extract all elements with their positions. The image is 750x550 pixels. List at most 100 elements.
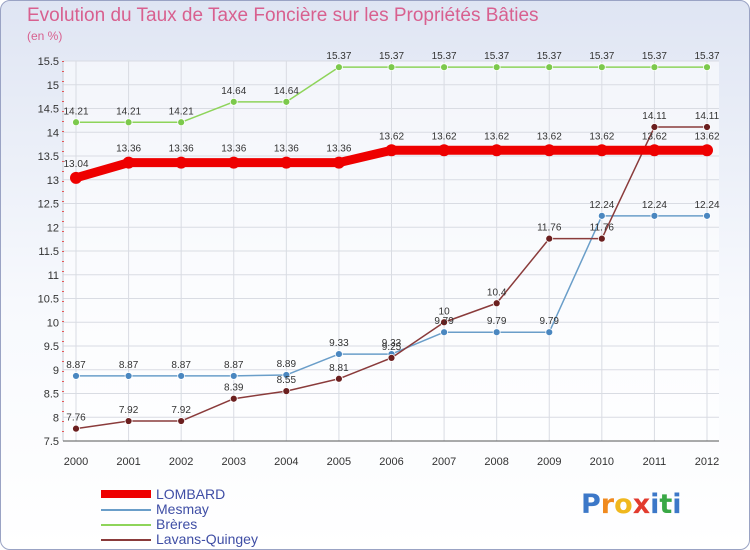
logo-letter: x: [632, 489, 651, 520]
data-label: 13.62: [432, 131, 457, 142]
legend-label-lavans-quingey: Lavans-Quingey: [156, 531, 258, 547]
data-point: [335, 350, 343, 358]
data-point: [490, 144, 503, 157]
y-tick-label: 10: [47, 317, 59, 329]
data-label: 13.04: [63, 159, 88, 170]
logo-letter: t: [659, 489, 673, 520]
data-point: [597, 63, 606, 72]
data-label: 14.64: [274, 86, 299, 97]
data-point: [492, 328, 501, 337]
data-label: 8.55: [277, 375, 297, 386]
y-tick-label: 8: [53, 412, 59, 424]
data-point: [545, 234, 554, 243]
data-point: [387, 63, 396, 72]
x-tick-label: 2006: [379, 456, 403, 468]
x-tick-label: 2007: [432, 456, 456, 468]
data-label: 13.62: [589, 131, 614, 142]
y-tick-label: 9: [53, 365, 59, 377]
data-label: 15.37: [589, 51, 614, 62]
data-label: 13.36: [116, 144, 141, 155]
data-point: [282, 371, 291, 379]
legend-label-breres: Brères: [156, 516, 198, 532]
data-point: [543, 144, 556, 157]
y-tick-label: 11.5: [38, 246, 59, 258]
data-point: [124, 417, 133, 425]
x-tick-label: 2011: [643, 456, 667, 468]
x-tick-label: 2008: [484, 456, 508, 468]
data-label: 13.36: [221, 144, 246, 155]
data-label: 14.21: [169, 106, 194, 117]
data-label: 13.62: [484, 131, 509, 142]
data-label: 14.11: [695, 111, 720, 122]
data-label: 8.87: [66, 360, 86, 371]
data-label: 8.89: [277, 359, 297, 370]
data-point: [650, 63, 659, 72]
y-tick-label: 15.5: [38, 56, 59, 68]
data-label: 12.24: [694, 200, 719, 211]
x-tick-label: 2001: [116, 456, 140, 468]
data-point: [229, 372, 238, 380]
data-point: [703, 63, 711, 72]
data-label: 15.37: [484, 51, 509, 62]
data-point: [545, 328, 554, 337]
data-point: [701, 144, 713, 157]
data-point: [282, 387, 291, 396]
logo-letter: o: [614, 489, 633, 520]
x-tick-label: 2005: [327, 456, 351, 468]
data-label: 8.81: [329, 363, 349, 374]
data-point: [597, 234, 606, 243]
data-point: [177, 372, 186, 380]
x-tick-label: 2002: [169, 456, 193, 468]
data-point: [335, 374, 343, 383]
data-label: 15.37: [642, 51, 667, 62]
data-label: 8.87: [119, 360, 139, 371]
data-label: 14.21: [116, 106, 141, 117]
x-tick-label: 2003: [222, 456, 246, 468]
y-tick-label: 13.5: [38, 151, 59, 163]
data-label: 13.62: [537, 131, 562, 142]
proxiti-logo: Proxiti: [581, 489, 682, 520]
y-tick-label: 11: [48, 270, 59, 282]
legend-swatch-breres: [101, 524, 151, 526]
data-label: 13.62: [379, 131, 404, 142]
data-point: [227, 156, 240, 169]
legend-swatch-lombard: [101, 490, 151, 498]
data-label: 12.24: [642, 200, 667, 211]
data-label: 9.33: [382, 338, 402, 349]
legend-label-lombard: LOMBARD: [156, 486, 226, 502]
data-point: [282, 97, 291, 106]
x-tick-label: 2009: [537, 456, 561, 468]
data-label: 14.64: [221, 86, 246, 97]
data-point: [703, 123, 711, 131]
y-tick-label: 14.5: [38, 104, 59, 116]
data-label: 15.37: [432, 51, 457, 62]
data-label: 10: [439, 306, 451, 317]
data-point: [595, 144, 608, 157]
data-point: [335, 63, 343, 72]
data-label: 9.79: [434, 316, 454, 327]
y-tick-label: 12: [47, 222, 59, 234]
data-point: [650, 211, 659, 220]
data-label: 11.76: [590, 223, 615, 234]
logo-letter: P: [581, 489, 601, 520]
data-label: 9.25: [382, 342, 402, 353]
y-tick-label: 9.5: [44, 341, 59, 353]
data-label: 13.36: [326, 144, 351, 155]
data-point: [492, 63, 501, 72]
data-point: [229, 394, 238, 403]
data-label: 15.37: [537, 51, 562, 62]
data-label: 11.76: [537, 223, 562, 234]
data-point: [229, 97, 238, 106]
y-tick-label: 7.5: [44, 436, 59, 448]
data-point: [72, 118, 80, 127]
y-tick-label: 10.5: [38, 294, 59, 306]
data-point: [177, 417, 186, 425]
y-tick-label: 14: [47, 127, 59, 139]
chart-title: Evolution du Taux de Taxe Foncière sur l…: [27, 5, 539, 26]
data-label: 15.37: [379, 51, 404, 62]
data-label: 15.37: [326, 51, 351, 62]
data-label: 9.79: [540, 316, 560, 327]
data-label: 13.62: [694, 131, 719, 142]
data-point: [440, 318, 448, 327]
data-label: 7.76: [66, 413, 86, 424]
